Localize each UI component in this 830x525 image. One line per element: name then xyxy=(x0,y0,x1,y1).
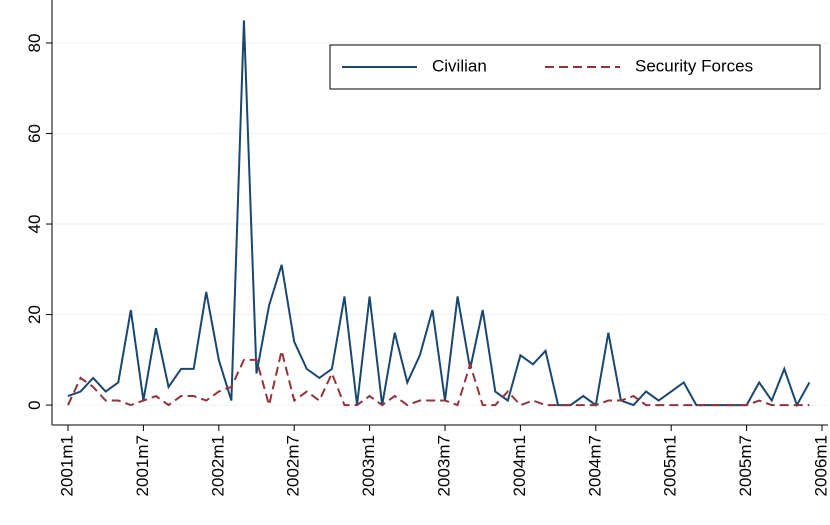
series-line xyxy=(67,20,811,408)
x-tick-label: 2004m1 xyxy=(510,435,529,496)
y-tick-label: 60 xyxy=(25,124,44,143)
series-line xyxy=(67,350,810,407)
legend-label: Civilian xyxy=(432,56,487,75)
x-tick-label: 2001m1 xyxy=(57,435,76,496)
x-tick-label: 2002m7 xyxy=(284,435,303,496)
x-tick-label: 2002m1 xyxy=(208,435,227,496)
y-tick-label: 80 xyxy=(25,34,44,53)
x-tick-label: 2001m7 xyxy=(133,435,152,496)
x-tick-label: 2004m7 xyxy=(585,435,604,496)
y-tick-label: 40 xyxy=(25,215,44,234)
legend-label: Security Forces xyxy=(635,56,753,75)
x-tick-label: 2006m1 xyxy=(811,435,830,496)
x-tick-label: 2005m1 xyxy=(661,435,680,496)
y-tick-label: 20 xyxy=(25,305,44,324)
y-tick-label: 0 xyxy=(25,400,44,409)
x-tick-label: 2003m7 xyxy=(434,435,453,496)
x-tick-label: 2003m1 xyxy=(359,435,378,496)
x-tick-label: 2005m7 xyxy=(736,435,755,496)
